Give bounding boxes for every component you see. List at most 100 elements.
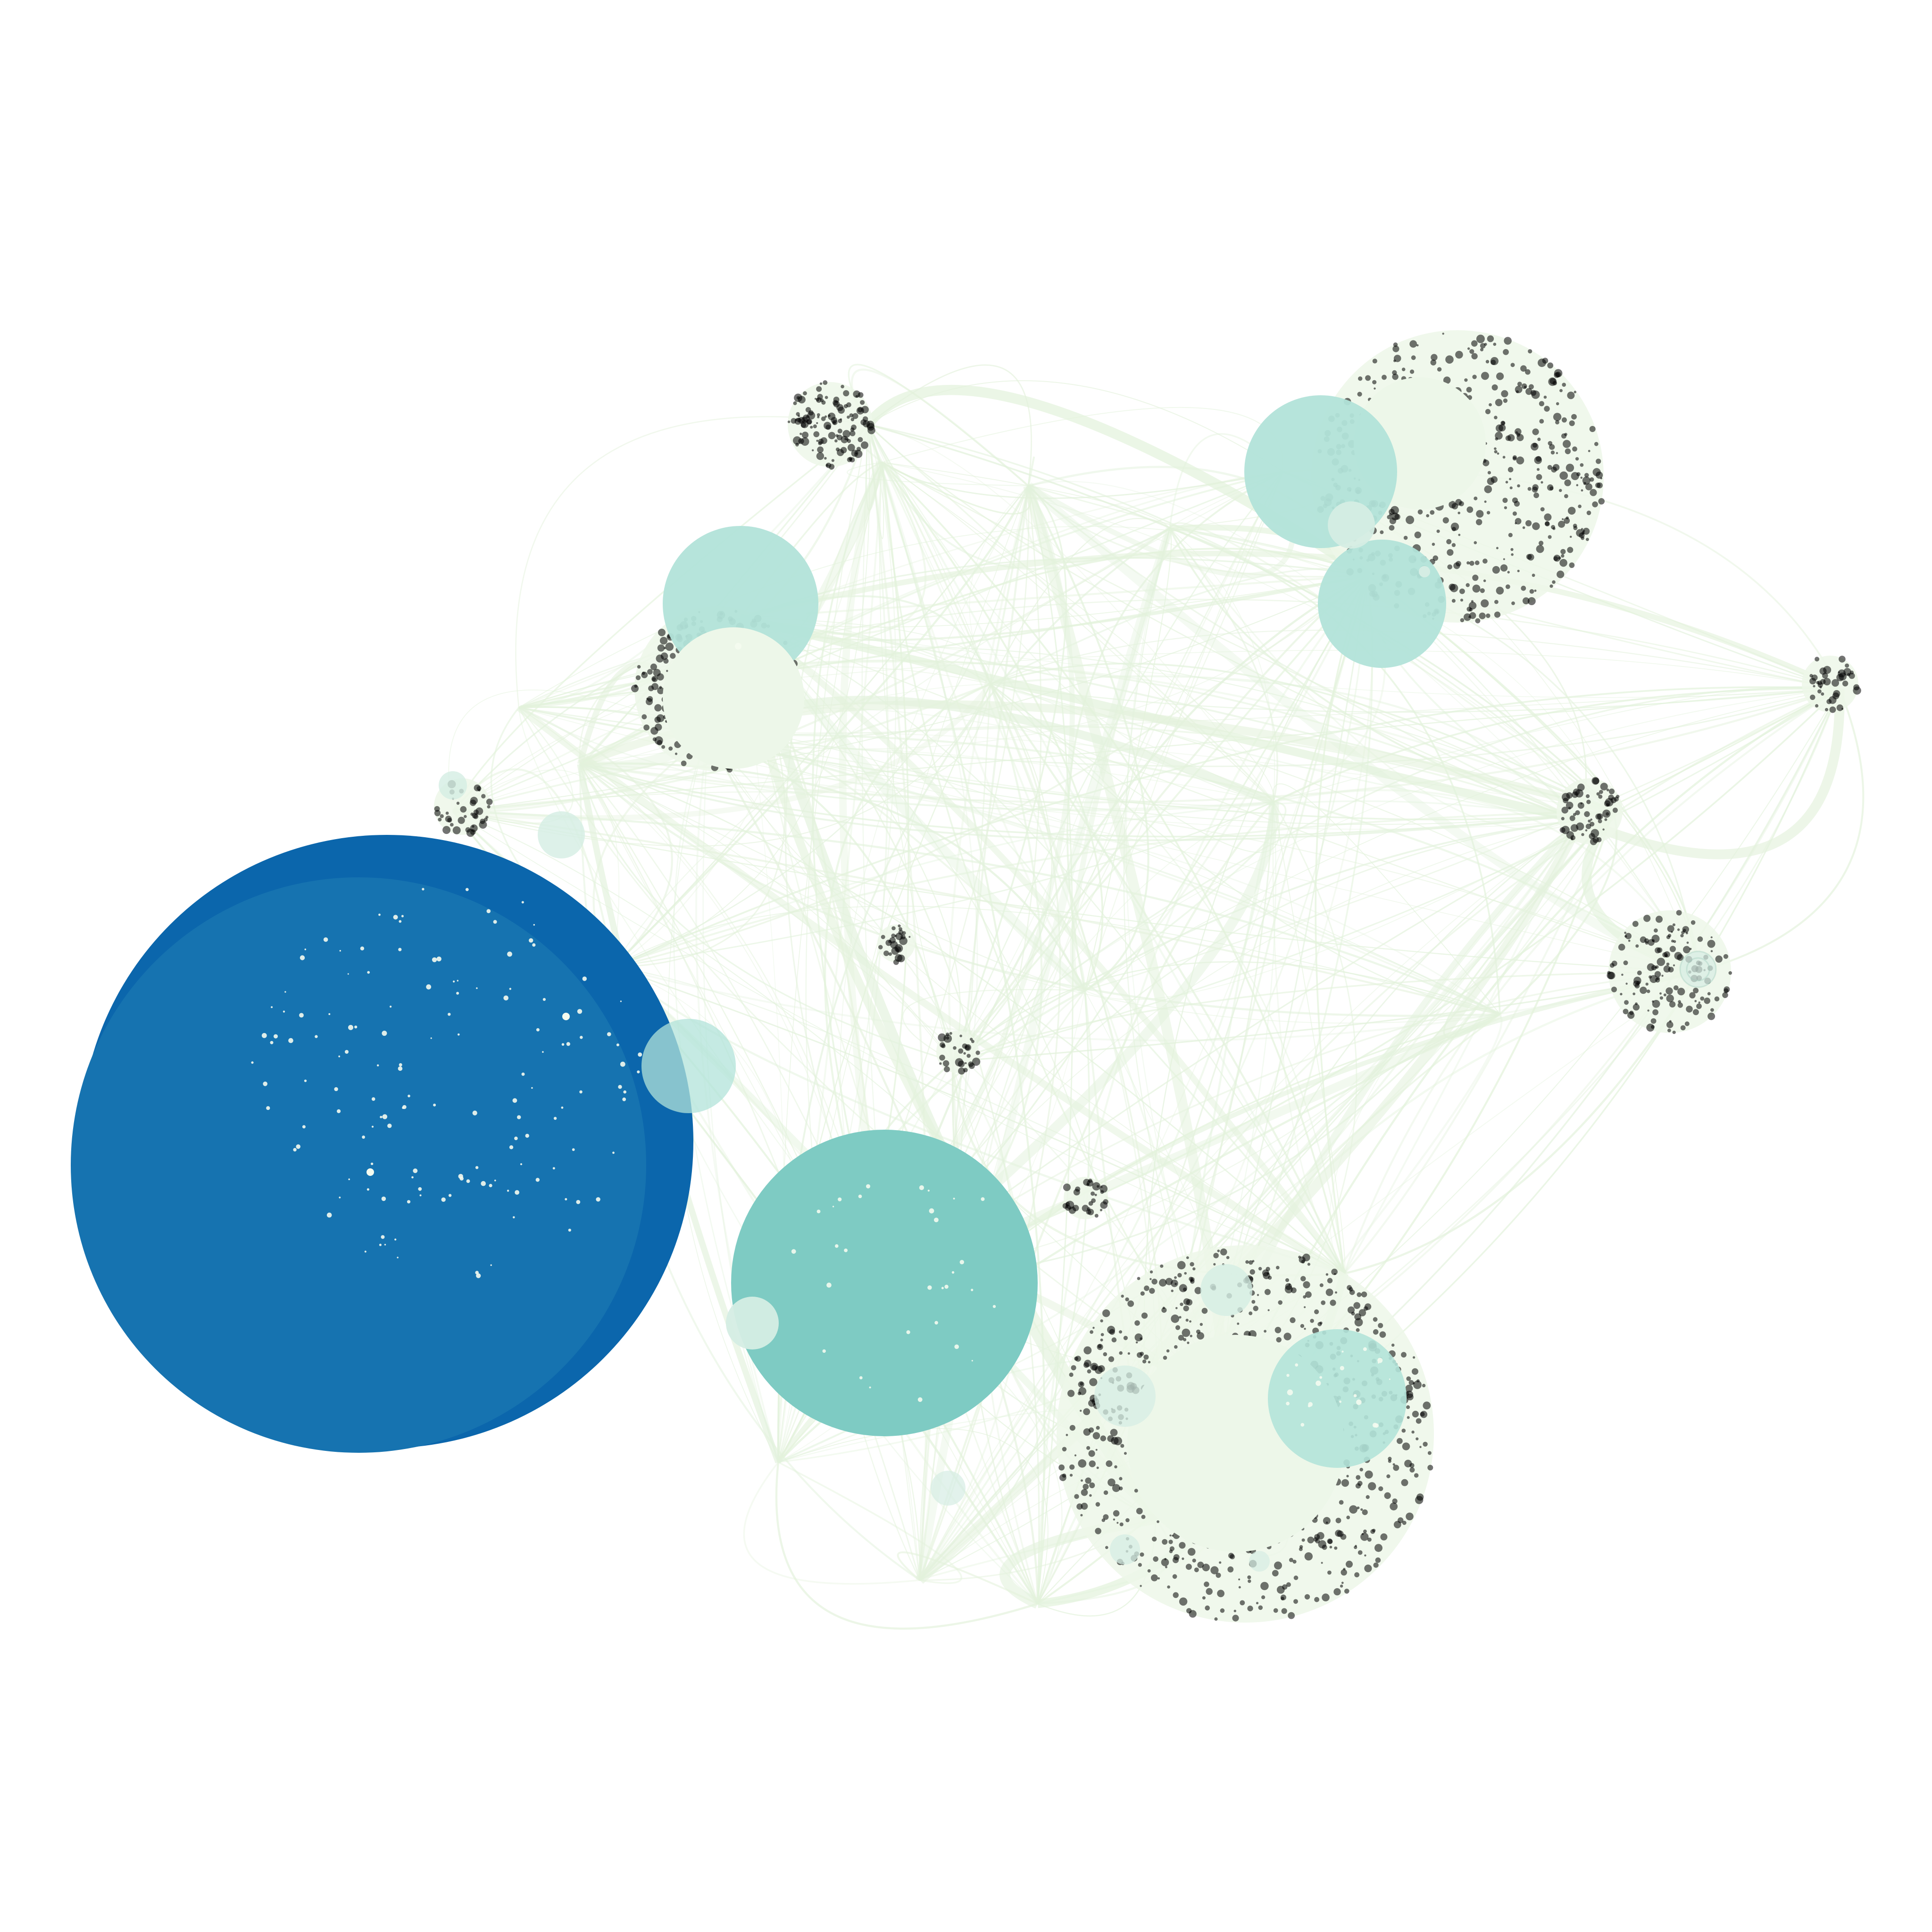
halo-speck (1606, 788, 1609, 791)
halo-speck (1416, 344, 1419, 347)
halo-speck (1167, 1585, 1170, 1589)
halo-speck (1403, 535, 1408, 540)
halo-speck (939, 1062, 942, 1065)
hub-speck (582, 976, 587, 981)
hub-speck (561, 1106, 564, 1109)
hub-speck (326, 1212, 332, 1218)
halo-speck (1313, 1537, 1318, 1542)
halo-speck (1472, 575, 1479, 581)
halo-speck (665, 642, 674, 651)
halo-speck (888, 940, 891, 943)
halo-speck (898, 924, 901, 928)
graph-edge (580, 763, 1614, 838)
halo-speck (445, 816, 452, 823)
halo-speck (1537, 468, 1540, 471)
halo-speck (1497, 452, 1499, 455)
hub-speck (620, 1000, 622, 1002)
hub-speck (448, 1013, 451, 1016)
halo-speck (1724, 986, 1730, 993)
halo-speck (1598, 819, 1602, 824)
halo-speck (1305, 1291, 1312, 1298)
halo-speck (959, 1034, 962, 1037)
halo-speck (1194, 1567, 1199, 1573)
halo-speck (1168, 1540, 1173, 1544)
cluster-speck (1341, 1350, 1344, 1353)
halo-speck (1673, 940, 1676, 943)
halo-speck (1177, 1261, 1186, 1270)
graph-edge (881, 461, 1104, 991)
graph-edge (452, 471, 1283, 812)
halo-speck (474, 784, 481, 791)
halo-speck (1121, 1294, 1124, 1298)
halo-speck (1663, 993, 1666, 997)
graph-edge (919, 471, 1284, 1581)
hub-speck (620, 1061, 625, 1067)
halo-speck (1238, 1586, 1241, 1589)
halo-speck (1432, 542, 1435, 546)
halo-speck (1066, 1433, 1068, 1436)
halo-speck (1174, 1276, 1177, 1279)
halo-speck (1248, 1579, 1251, 1583)
halo-speck (943, 1060, 949, 1067)
halo-speck (1628, 940, 1631, 942)
halo-speck (813, 424, 817, 429)
graph-edge (948, 485, 1030, 1062)
halo-speck (1502, 456, 1506, 459)
halo-speck (1353, 1302, 1360, 1309)
halo-speck (1081, 1502, 1088, 1510)
halo-speck (847, 416, 850, 419)
halo-speck (1165, 1566, 1167, 1568)
halo-speck (834, 439, 838, 442)
major-node-speck (858, 1194, 862, 1199)
halo-speck (1354, 1313, 1362, 1321)
hub-speck (568, 1228, 571, 1232)
halo-speck (1505, 584, 1510, 589)
graph-edge (866, 424, 929, 1581)
graph-edge (867, 424, 1274, 803)
halo-speck (1171, 1279, 1178, 1287)
halo-speck (1458, 533, 1461, 536)
halo-speck (1108, 1478, 1116, 1487)
halo-speck (1213, 1253, 1219, 1258)
halo-speck (1190, 1334, 1192, 1338)
cluster-speck-large (735, 643, 741, 650)
graph-edge (740, 550, 1841, 691)
hub-speck (638, 1052, 642, 1057)
halo-speck (1596, 471, 1603, 479)
halo-speck (1335, 1517, 1341, 1524)
halo-speck (1333, 1588, 1341, 1596)
halo-speck (853, 390, 860, 398)
halo-speck (654, 704, 662, 712)
halo-speck (1100, 1319, 1103, 1323)
halo-speck (1537, 437, 1541, 441)
halo-speck (1589, 426, 1596, 432)
halo-speck (1476, 334, 1485, 343)
hub-speck (300, 955, 305, 960)
halo-speck (1078, 1459, 1087, 1468)
halo-speck (1179, 1542, 1186, 1549)
halo-speck (1100, 1435, 1106, 1441)
graph-edge (452, 707, 574, 824)
graph-edge (919, 688, 1840, 1581)
halo-speck (1559, 471, 1568, 480)
halo-speck (1166, 1349, 1170, 1353)
halo-speck (1327, 1278, 1333, 1283)
halo-speck (1500, 421, 1506, 426)
halo-speck (1100, 1338, 1103, 1341)
halo-speck (1116, 1522, 1119, 1524)
halo-speck (816, 398, 820, 401)
halo-speck (867, 426, 875, 434)
halo-speck (1159, 1279, 1167, 1287)
halo-speck (837, 428, 842, 434)
major-node-speck (992, 1305, 996, 1308)
graph-edge (1344, 971, 1699, 1275)
halo-speck (1095, 1449, 1098, 1451)
major-node-speck (917, 1397, 923, 1402)
halo-speck (1366, 1495, 1370, 1499)
halo-speck (1625, 983, 1628, 985)
halo-speck (1401, 1352, 1407, 1358)
halo-speck (1480, 588, 1485, 593)
halo-speck (1364, 1565, 1372, 1573)
major-node-speck (934, 1321, 938, 1325)
halo-speck (1580, 476, 1583, 479)
